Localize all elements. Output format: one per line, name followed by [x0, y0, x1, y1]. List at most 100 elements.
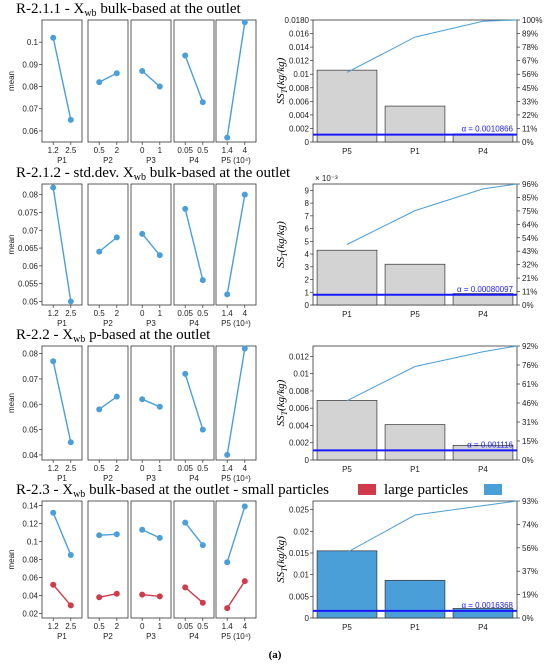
x-tick-label: 0.05	[177, 464, 193, 473]
factor-panel-frame	[41, 183, 83, 306]
main-effect-point	[50, 581, 57, 588]
x-tick-label: 1.2	[48, 464, 60, 473]
y-tick-label: 0.04	[22, 592, 38, 601]
x-tick-label: 1	[158, 464, 163, 473]
factor-panel-frame	[41, 345, 83, 461]
pareto-right-tick-label: 32%	[522, 261, 538, 270]
pareto-right-tick-label: 0%	[522, 301, 534, 310]
y-tick-label: 0.065	[18, 244, 39, 253]
x-tick-label: 1.4	[222, 309, 234, 318]
pareto-right-tick-label: 19%	[522, 591, 538, 600]
y-tick-label: 0.06	[22, 400, 38, 409]
alpha-label: α = 0.0010866	[461, 125, 513, 134]
pareto-ytick-label: 0.004	[289, 421, 310, 430]
main-effect-point	[113, 234, 120, 241]
main-effect-point	[199, 277, 206, 284]
pareto-right-tick-label: 100%	[522, 16, 542, 25]
main-effect-point	[241, 191, 248, 198]
factor-label: P5 (10⁴)	[221, 156, 251, 165]
x-tick-label: 0.05	[177, 622, 193, 631]
x-tick-label: 2.5	[65, 309, 77, 318]
factor-label: P2	[103, 474, 113, 483]
pareto-right-tick-label: 11%	[522, 124, 537, 133]
x-tick-label: 0.5	[94, 309, 106, 318]
factor-panel-frame	[41, 500, 83, 619]
y-tick-label: 0.08	[22, 191, 38, 200]
y-tick-label: 0.12	[22, 520, 38, 529]
pareto-ytick-label: 0.012	[289, 352, 310, 361]
factor-label: P2	[103, 319, 113, 328]
main-effect-point	[199, 599, 206, 606]
factor-label: P4	[189, 632, 199, 641]
pareto-right-tick-label: 0%	[522, 138, 534, 147]
y-tick-label: 0.06	[22, 574, 38, 583]
x-tick-label: 1.4	[222, 146, 234, 155]
row-1-title: R-2.1.1 - Xwb bulk-based at the outlet	[16, 1, 242, 19]
x-tick-label: 4	[243, 309, 248, 318]
main-effect-point	[67, 439, 74, 446]
pareto-ytick-label: 6	[305, 225, 310, 234]
main-effect-point	[96, 594, 103, 601]
factor-label: P3	[146, 156, 156, 165]
main-effect-line	[52, 584, 72, 606]
x-tick-label: 1.2	[48, 309, 60, 318]
main-effect-point	[139, 396, 146, 403]
factor-label: P4	[189, 474, 199, 483]
factor-panel-frame	[130, 500, 172, 619]
main-effect-line	[98, 396, 118, 410]
main-effect-point	[182, 584, 189, 591]
x-tick-label: 1.4	[222, 464, 234, 473]
main-effect-point	[50, 509, 57, 516]
x-tick-label: 4	[243, 622, 248, 631]
pareto-right-tick-label: 64%	[522, 220, 538, 229]
y-tick-label: 0.02	[22, 610, 38, 619]
main-effect-line	[226, 22, 246, 138]
x-tick-label: 2	[115, 146, 120, 155]
main-effect-point	[156, 593, 163, 600]
main-effect-point	[139, 68, 146, 75]
pareto-ytick-label: 0.008	[289, 84, 310, 93]
pareto-ytick-label: 0.002	[289, 124, 310, 133]
main-effect-line	[226, 194, 246, 295]
main-effect-point	[224, 451, 231, 458]
pareto-category-label: P4	[478, 465, 488, 474]
factor-label: P3	[146, 632, 156, 641]
pareto-right-tick-label: 67%	[522, 57, 538, 66]
pareto-scale-note: × 10⁻³	[315, 174, 338, 183]
pareto-right-tick-label: 22%	[522, 111, 538, 120]
y-tick-label: 0.08	[22, 83, 38, 92]
main-effect-point	[156, 83, 163, 90]
factor-label: P5 (10⁴)	[221, 319, 251, 328]
x-tick-label: 0.5	[197, 622, 209, 631]
pareto-ytick-label: 0.015	[289, 549, 310, 558]
x-tick-label: 1	[158, 622, 163, 631]
pareto-right-tick-label: 76%	[522, 361, 538, 370]
pareto-right-tick-label: 37%	[522, 567, 538, 576]
pareto-ytick-label: 5	[305, 237, 310, 246]
main-effect-point	[50, 184, 57, 191]
main-effect-line	[52, 361, 72, 443]
main-effects-ylabel: mean	[7, 71, 16, 91]
factor-label: P1	[57, 156, 67, 165]
factor-label: P5 (10⁴)	[221, 632, 251, 641]
pareto-right-tick-label: 85%	[522, 193, 538, 202]
pareto-right-tick-label: 45%	[522, 84, 538, 93]
pareto-right-tick-label: 96%	[522, 180, 538, 189]
factor-panel-frame	[87, 345, 129, 461]
pareto-bar	[316, 550, 378, 619]
x-tick-label: 2	[115, 309, 120, 318]
factor-label: P3	[146, 319, 156, 328]
pareto-right-tick-label: 31%	[522, 418, 538, 427]
main-effect-point	[156, 403, 163, 410]
pareto-category-label: P5	[342, 147, 352, 156]
y-tick-label: 0.05	[22, 426, 38, 435]
main-effect-point	[113, 531, 120, 538]
factor-label: P1	[57, 632, 67, 641]
x-tick-label: 2.5	[65, 464, 77, 473]
pareto-right-tick-label: 54%	[522, 234, 538, 243]
x-tick-label: 4	[243, 146, 248, 155]
